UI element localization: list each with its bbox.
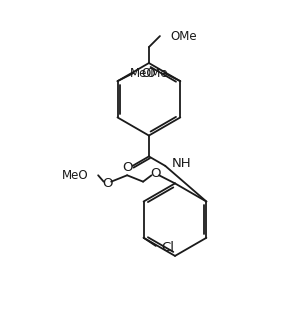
Text: MeO: MeO: [62, 169, 89, 182]
Text: O: O: [150, 167, 161, 180]
Text: OMe: OMe: [170, 30, 197, 42]
Text: NH: NH: [172, 157, 191, 170]
Text: O: O: [122, 161, 133, 174]
Text: MeO: MeO: [130, 66, 156, 80]
Text: Cl: Cl: [161, 241, 174, 254]
Text: O: O: [102, 177, 113, 190]
Text: OMe: OMe: [142, 66, 168, 80]
